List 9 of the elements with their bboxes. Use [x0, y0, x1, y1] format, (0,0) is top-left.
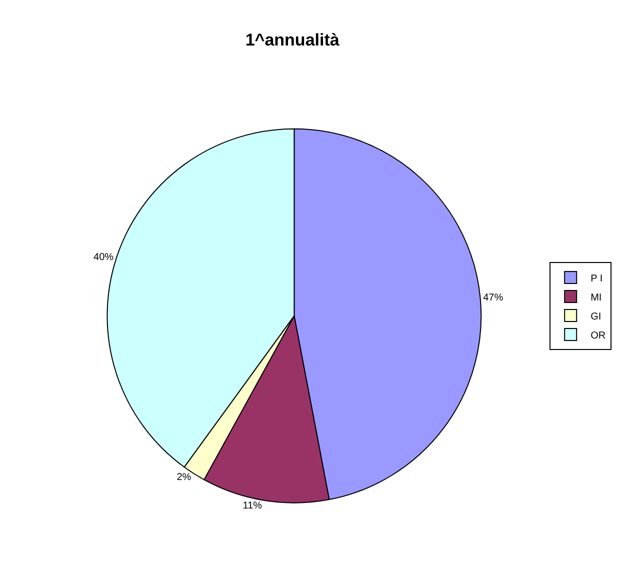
legend-label: MI	[590, 292, 602, 304]
data-label: 47%	[483, 292, 504, 304]
data-label: 2%	[176, 472, 192, 484]
legend-label: OR	[590, 330, 606, 342]
data-label: 40%	[93, 252, 114, 264]
data-label: 11%	[242, 500, 262, 512]
legend-label: P I	[590, 273, 603, 284]
chart-title: 1^annualità	[245, 30, 340, 50]
legend-label: GI	[590, 311, 602, 322]
